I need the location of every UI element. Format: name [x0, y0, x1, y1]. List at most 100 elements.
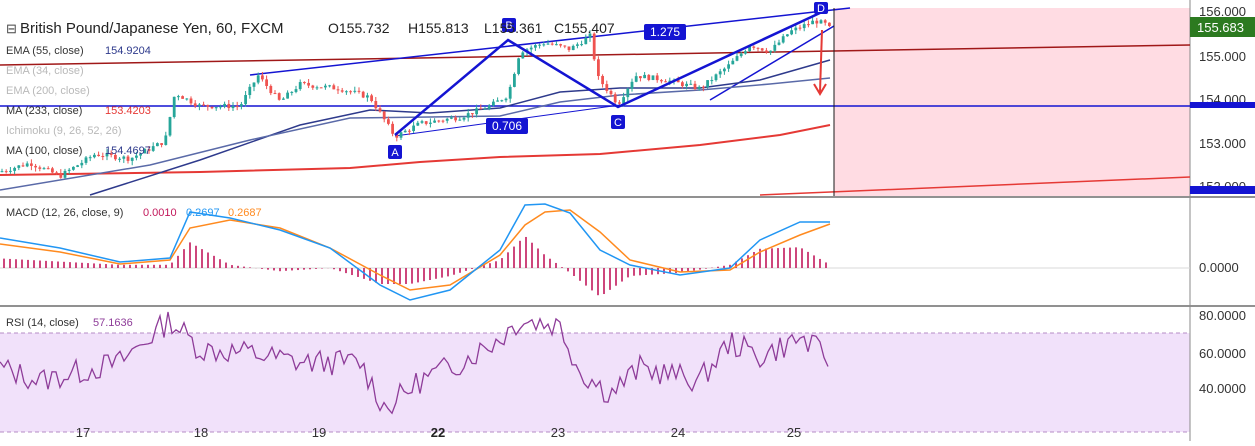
- candle-body: [151, 146, 155, 151]
- candle-body: [693, 83, 697, 90]
- candle-body: [769, 50, 772, 53]
- candle-body: [702, 86, 705, 88]
- candle-body: [30, 163, 33, 166]
- candle-body: [752, 46, 756, 48]
- candle-body: [777, 42, 781, 45]
- candle-body: [597, 59, 600, 77]
- collapse-icon[interactable]: ⊟: [6, 21, 17, 36]
- candle-body: [4, 171, 8, 173]
- rsi-tick: 40.0000: [1199, 381, 1246, 396]
- candle-body: [164, 135, 168, 145]
- ohlc-open: O155.732: [328, 20, 390, 36]
- indicator-value: 154.9204: [105, 45, 151, 57]
- candle-body: [588, 33, 592, 38]
- candle-body: [571, 45, 575, 51]
- candle-body: [798, 27, 802, 29]
- candle-body: [273, 93, 277, 95]
- candle-body: [605, 84, 609, 91]
- candle-body: [727, 64, 730, 69]
- candle-body: [668, 80, 672, 83]
- candle-body: [424, 121, 428, 124]
- candle-body: [689, 83, 693, 85]
- candle-body: [256, 75, 260, 83]
- rsi-band: [0, 333, 1190, 432]
- candle-body: [454, 117, 457, 121]
- candle-body: [46, 168, 50, 170]
- candle-body: [387, 119, 390, 124]
- candle-body: [227, 103, 231, 109]
- candle-body: [697, 86, 701, 90]
- symbol-title: British Pound/Japanese Yen, 60, FXCM: [20, 20, 284, 37]
- candle-body: [450, 117, 453, 119]
- candle-body: [807, 24, 810, 26]
- candle-body: [718, 71, 722, 75]
- macd-signal-value: 0.2687: [228, 207, 262, 219]
- candle-body: [500, 100, 504, 102]
- candle-body: [655, 75, 659, 81]
- candle-body: [139, 153, 142, 156]
- ratio-label-bc: 0.706: [486, 118, 528, 134]
- candle-body: [130, 157, 134, 161]
- candle-body: [781, 36, 785, 43]
- candle-body: [332, 85, 336, 90]
- candle-body: [366, 95, 369, 98]
- candle-body: [361, 91, 365, 98]
- indicator-label: MA (233, close): [6, 105, 82, 117]
- candle-body: [0, 171, 4, 173]
- candle-body: [529, 47, 533, 50]
- candle-body: [235, 106, 239, 108]
- support-axis-marker: [1190, 102, 1255, 108]
- candle-body: [219, 106, 222, 108]
- candle-body: [550, 43, 554, 45]
- candle-body: [231, 106, 235, 109]
- candle-body: [303, 82, 306, 84]
- svg-text:B: B: [505, 20, 512, 32]
- candle-body: [277, 93, 281, 100]
- candle-body: [823, 20, 827, 23]
- candle-body: [76, 165, 79, 167]
- candle-body: [613, 94, 617, 103]
- time-tick: 23: [551, 425, 565, 440]
- candle-body: [374, 101, 378, 109]
- candle-body: [815, 20, 819, 24]
- candle-body: [546, 43, 550, 45]
- time-tick: 17: [76, 425, 90, 440]
- indicator-value: 154.4697: [105, 145, 151, 157]
- candle-body: [370, 95, 373, 102]
- svg-text:D: D: [817, 3, 825, 15]
- candle-body: [311, 85, 315, 88]
- candle-body: [626, 88, 630, 98]
- macd-histogram: [3, 236, 827, 296]
- indicator-label: Ichimoku (9, 26, 52, 26): [6, 125, 122, 137]
- point-label-c: C: [611, 115, 625, 129]
- svg-text:A: A: [391, 147, 399, 159]
- candle-body: [353, 90, 357, 92]
- candle-body: [559, 44, 562, 46]
- candle-body: [744, 51, 747, 54]
- candle-body: [172, 96, 176, 118]
- macd-tick: 0.0000: [1199, 260, 1239, 275]
- macd-value: 0.2697: [186, 207, 220, 219]
- candle-body: [349, 91, 352, 93]
- candle-body: [504, 98, 508, 101]
- abcd-pattern: [394, 10, 823, 136]
- candle-body: [240, 104, 243, 107]
- svg-text:0.706: 0.706: [492, 119, 522, 133]
- candle-body: [101, 156, 105, 158]
- candle-body: [9, 170, 12, 172]
- rsi-label: RSI (14, close): [6, 317, 79, 329]
- candle-body: [542, 44, 546, 46]
- candle-body: [483, 108, 487, 110]
- indicator-label: EMA (55, close): [6, 45, 84, 57]
- down-arrow-head: [813, 83, 827, 96]
- current-price-badge: [1190, 17, 1255, 37]
- candle-body: [580, 44, 583, 46]
- candle-body: [487, 105, 491, 109]
- candle-body: [811, 20, 814, 25]
- candle-body: [416, 122, 420, 126]
- candle-body: [592, 33, 596, 60]
- candle-body: [765, 50, 768, 53]
- candle-body: [269, 85, 273, 94]
- candle-body: [408, 130, 411, 132]
